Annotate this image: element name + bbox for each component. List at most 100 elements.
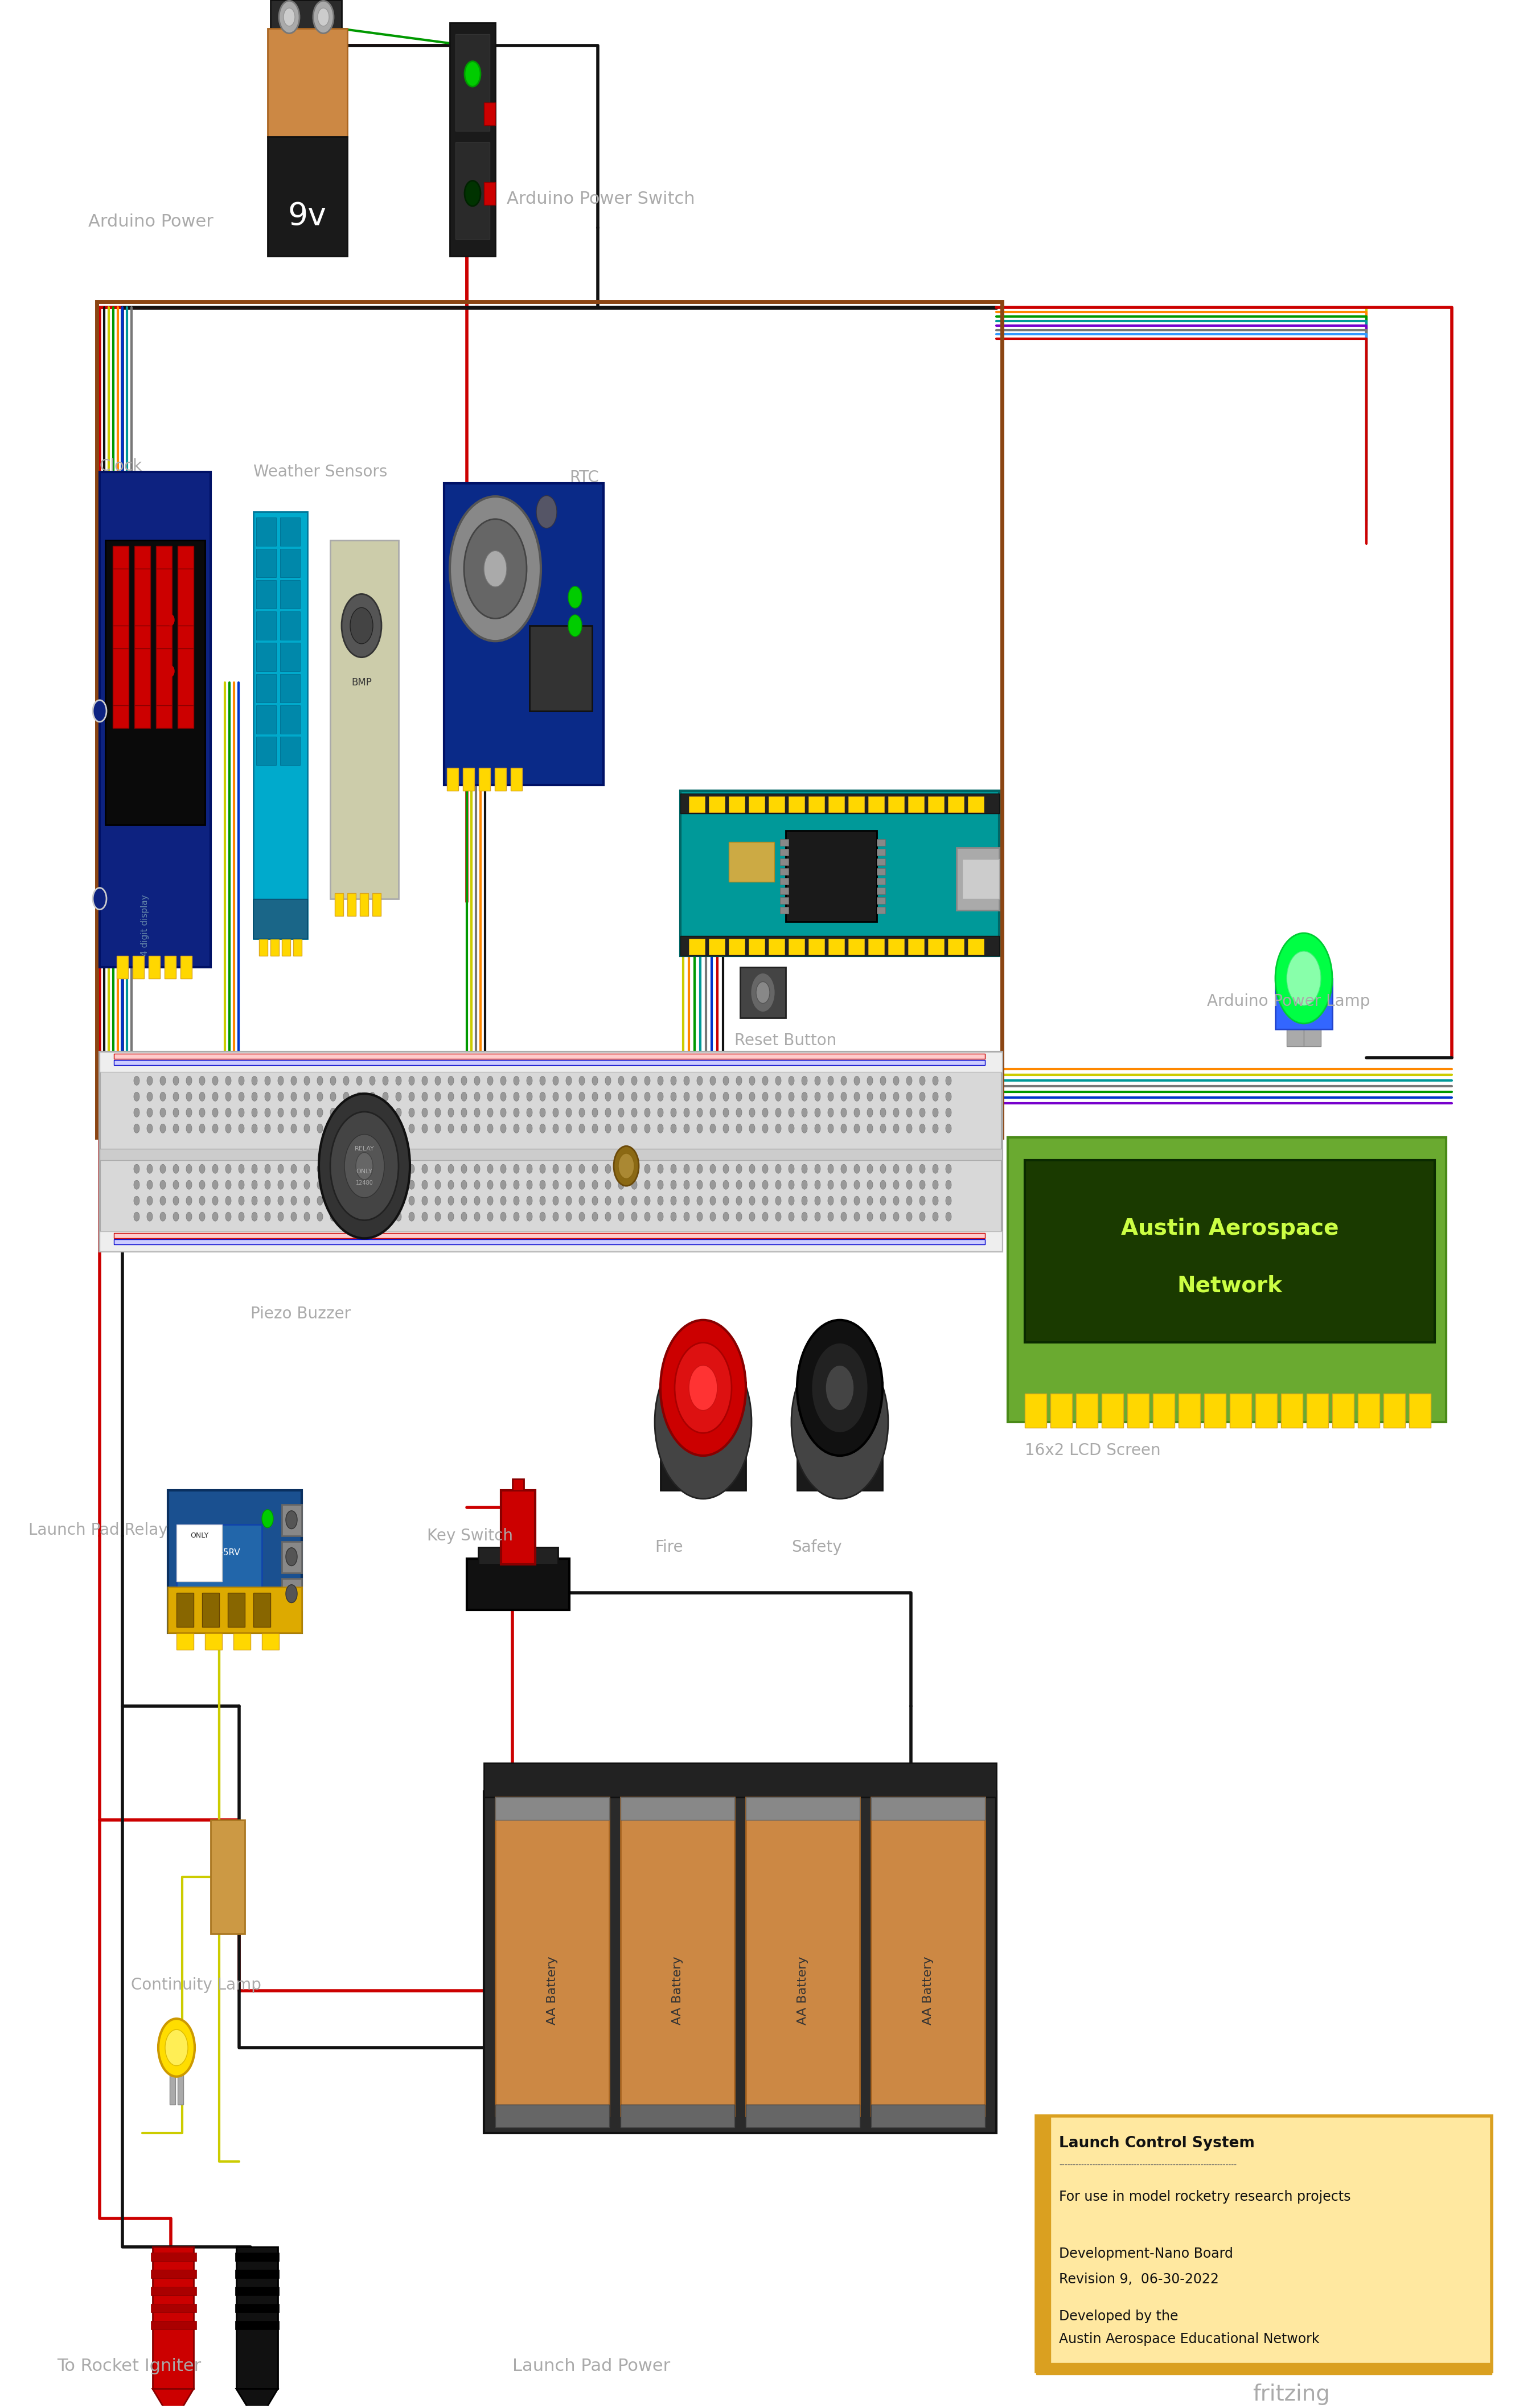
Circle shape xyxy=(383,1076,388,1086)
Circle shape xyxy=(251,1197,258,1206)
Circle shape xyxy=(226,1108,232,1117)
Bar xyxy=(100,472,211,968)
Bar xyxy=(1306,1394,1329,1428)
Circle shape xyxy=(920,1197,926,1206)
Bar xyxy=(256,518,276,547)
Circle shape xyxy=(933,1165,938,1173)
Circle shape xyxy=(762,1093,768,1100)
Bar xyxy=(1286,1011,1304,1047)
Circle shape xyxy=(133,1108,139,1117)
Circle shape xyxy=(238,1180,244,1190)
Bar xyxy=(177,547,194,568)
Circle shape xyxy=(514,1165,520,1173)
Circle shape xyxy=(697,1108,703,1117)
Circle shape xyxy=(251,1165,258,1173)
Bar xyxy=(280,518,300,547)
Circle shape xyxy=(200,1197,205,1206)
Circle shape xyxy=(618,1197,624,1206)
Circle shape xyxy=(801,1211,807,1221)
Bar xyxy=(112,706,129,727)
Circle shape xyxy=(465,181,480,207)
Bar xyxy=(511,768,523,790)
Text: Austin Aerospace Educational Network: Austin Aerospace Educational Network xyxy=(1059,2331,1320,2345)
Bar xyxy=(176,1524,262,1587)
Circle shape xyxy=(291,1093,297,1100)
Bar xyxy=(271,0,341,29)
Circle shape xyxy=(409,1108,415,1117)
Circle shape xyxy=(514,1180,520,1190)
Circle shape xyxy=(812,1344,868,1433)
Bar xyxy=(467,1558,570,1609)
Circle shape xyxy=(500,1165,506,1173)
Circle shape xyxy=(435,1093,441,1100)
Bar xyxy=(280,549,300,578)
Polygon shape xyxy=(236,2389,277,2408)
Circle shape xyxy=(827,1093,833,1100)
Bar xyxy=(680,937,1000,956)
Bar xyxy=(786,831,877,922)
Circle shape xyxy=(474,1125,480,1134)
Circle shape xyxy=(671,1108,676,1117)
Circle shape xyxy=(750,973,776,1011)
Bar xyxy=(152,2304,197,2312)
Circle shape xyxy=(592,1180,598,1190)
Circle shape xyxy=(658,1211,664,1221)
Bar xyxy=(235,2288,279,2295)
Circle shape xyxy=(305,1125,309,1134)
Circle shape xyxy=(553,1108,559,1117)
Circle shape xyxy=(539,1211,545,1221)
Circle shape xyxy=(161,1108,165,1117)
Circle shape xyxy=(200,1108,205,1117)
Circle shape xyxy=(226,1076,232,1086)
Bar xyxy=(165,956,176,978)
Circle shape xyxy=(435,1108,441,1117)
Bar xyxy=(621,1796,735,1820)
Circle shape xyxy=(933,1076,938,1086)
Circle shape xyxy=(632,1093,638,1100)
Circle shape xyxy=(173,1197,179,1206)
Circle shape xyxy=(461,1125,467,1134)
Bar xyxy=(268,29,347,137)
Bar xyxy=(1304,1011,1321,1047)
Circle shape xyxy=(567,1076,571,1086)
Bar xyxy=(262,1621,279,1649)
Bar xyxy=(1153,1394,1174,1428)
Circle shape xyxy=(815,1076,821,1086)
Circle shape xyxy=(383,1180,388,1190)
Bar xyxy=(871,1796,985,1820)
Circle shape xyxy=(277,1211,283,1221)
Circle shape xyxy=(945,1076,951,1086)
Circle shape xyxy=(421,1125,427,1134)
Circle shape xyxy=(317,1165,323,1173)
Circle shape xyxy=(186,1180,192,1190)
Circle shape xyxy=(826,1365,854,1411)
Circle shape xyxy=(305,1093,309,1100)
Bar xyxy=(745,1796,859,1820)
Circle shape xyxy=(226,1093,232,1100)
Circle shape xyxy=(854,1076,859,1086)
Bar xyxy=(450,22,495,255)
Bar xyxy=(135,547,150,568)
Bar xyxy=(829,797,844,811)
Circle shape xyxy=(461,1108,467,1117)
Circle shape xyxy=(854,1197,859,1206)
Circle shape xyxy=(920,1211,926,1221)
Circle shape xyxy=(251,1211,258,1221)
Circle shape xyxy=(894,1197,898,1206)
Circle shape xyxy=(683,1180,689,1190)
Circle shape xyxy=(514,1076,520,1086)
Text: ONLY: ONLY xyxy=(356,1168,373,1175)
Circle shape xyxy=(567,1211,571,1221)
Bar xyxy=(780,896,788,903)
Circle shape xyxy=(356,1108,362,1117)
Bar xyxy=(529,626,592,710)
Text: Continuity Lamp: Continuity Lamp xyxy=(130,1977,261,1994)
Circle shape xyxy=(161,1211,165,1221)
Bar xyxy=(780,838,788,845)
Circle shape xyxy=(200,1211,205,1221)
Bar xyxy=(483,1763,997,1796)
Bar xyxy=(871,2105,985,2126)
Bar xyxy=(680,795,1000,814)
Bar xyxy=(1024,1394,1047,1428)
Circle shape xyxy=(251,1093,258,1100)
